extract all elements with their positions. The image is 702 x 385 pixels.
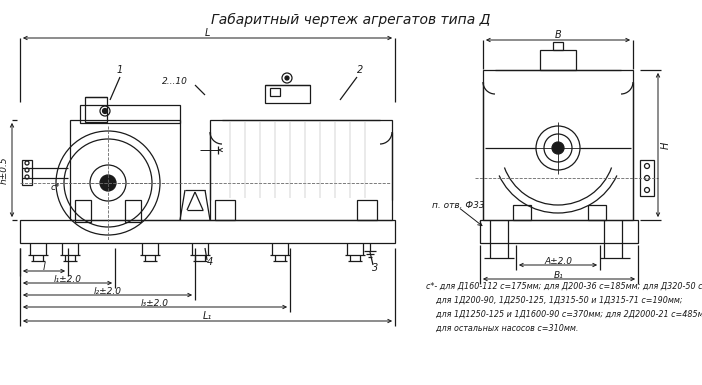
Bar: [513, 205, 531, 220]
Text: l₃±2.0: l₃±2.0: [141, 298, 169, 308]
Bar: [75, 200, 91, 222]
Bar: [22, 160, 32, 185]
Bar: [480, 220, 638, 243]
Bar: [265, 85, 310, 103]
Text: l₁±2.0: l₁±2.0: [53, 275, 81, 283]
Text: для остальных насосов с=310мм.: для остальных насосов с=310мм.: [426, 324, 578, 333]
Bar: [20, 220, 395, 243]
Text: L₁: L₁: [203, 311, 212, 321]
Text: B₁: B₁: [554, 271, 564, 280]
Text: для 1Д1250-125 и 1Д1600-90 с=370мм; для 2Д2000-21 с=485мм;: для 1Д1250-125 и 1Д1600-90 с=370мм; для …: [426, 310, 702, 319]
Text: 2...10: 2...10: [162, 77, 188, 87]
Text: H: H: [661, 141, 671, 149]
Bar: [540, 50, 576, 70]
Text: Габаритный чертеж агрегатов типа Д: Габаритный чертеж агрегатов типа Д: [211, 13, 491, 27]
Text: 4: 4: [207, 257, 213, 267]
Text: 1: 1: [117, 65, 123, 75]
Text: l₂±2.0: l₂±2.0: [93, 286, 121, 296]
Bar: [70, 120, 180, 220]
Bar: [270, 88, 280, 96]
Text: h±0.5: h±0.5: [0, 156, 8, 184]
Circle shape: [100, 175, 116, 191]
Text: 3: 3: [372, 263, 378, 273]
Circle shape: [285, 76, 289, 80]
Bar: [215, 200, 235, 220]
Text: B: B: [555, 30, 562, 40]
Bar: [357, 200, 377, 220]
Text: п. отв. Ф33: п. отв. Ф33: [432, 201, 484, 209]
Text: A±2.0: A±2.0: [544, 256, 572, 266]
Bar: [483, 70, 633, 220]
Text: для 1Д200-90, 1Д250-125, 1Д315-50 и 1Д315-71 с=190мм;: для 1Д200-90, 1Д250-125, 1Д315-50 и 1Д31…: [426, 296, 682, 305]
Text: с*- для Д160-112 с=175мм; для Д200-36 с=185мм; для Д320-50 с=215мм;: с*- для Д160-112 с=175мм; для Д200-36 с=…: [426, 282, 702, 291]
Bar: [553, 42, 563, 50]
Bar: [640, 160, 654, 196]
Bar: [80, 105, 180, 123]
Text: 2: 2: [357, 65, 363, 75]
Bar: [85, 97, 107, 122]
Circle shape: [552, 142, 564, 154]
Bar: [125, 200, 141, 222]
Text: c*: c*: [51, 184, 60, 192]
Circle shape: [102, 109, 107, 114]
Text: L: L: [205, 28, 210, 38]
Bar: [210, 120, 392, 220]
Text: l: l: [43, 262, 46, 272]
Bar: [588, 205, 606, 220]
